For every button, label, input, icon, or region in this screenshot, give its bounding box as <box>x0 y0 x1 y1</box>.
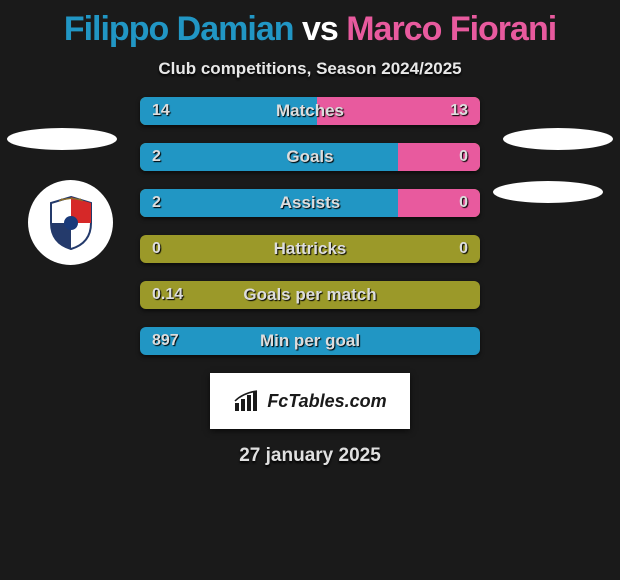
page-title: Filippo Damian vs Marco Fiorani <box>0 0 620 49</box>
stat-label: Assists <box>140 193 480 213</box>
stat-row-goals: 20Goals <box>140 143 480 171</box>
brand-box[interactable]: FcTables.com <box>210 373 410 429</box>
stat-row-hattricks: 00Hattricks <box>140 235 480 263</box>
stat-row-assists: 20Assists <box>140 189 480 217</box>
title-player2: Marco Fiorani <box>346 10 556 48</box>
brand-chart-icon <box>233 389 261 413</box>
subtitle: Club competitions, Season 2024/2025 <box>0 59 620 79</box>
stat-row-min-per-goal: 897Min per goal <box>140 327 480 355</box>
stat-label: Hattricks <box>140 239 480 259</box>
stat-label: Goals <box>140 147 480 167</box>
stats-container: 1413Matches 20Goals 20Assists 00Hattricks 0.… <box>0 97 620 355</box>
date-label: 27 january 2025 <box>0 445 620 467</box>
stat-label: Min per goal <box>140 331 480 351</box>
stat-bars: 1413Matches 20Goals 20Assists 00Hattricks 0.… <box>140 97 480 355</box>
stat-row-goals-per-match: 0.14Goals per match <box>140 281 480 309</box>
stat-row-matches: 1413Matches <box>140 97 480 125</box>
title-vs: vs <box>302 10 338 48</box>
brand-label: FcTables.com <box>267 391 386 412</box>
stat-label: Matches <box>140 101 480 121</box>
stat-label: Goals per match <box>140 285 480 305</box>
title-player1: Filippo Damian <box>64 10 294 48</box>
